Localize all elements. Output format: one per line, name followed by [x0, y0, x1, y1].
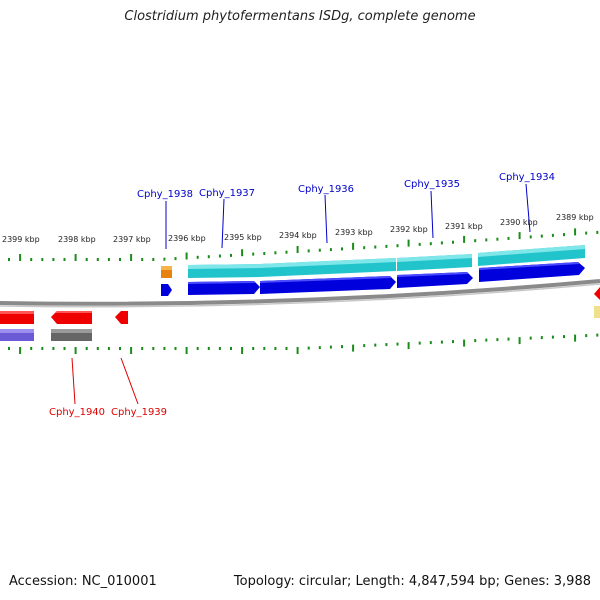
gene-labels-top: Cphy_1938 Cphy_1937 Cphy_1936 Cphy_1935 … — [137, 172, 555, 249]
kbp-label: 2397 kbp — [113, 235, 151, 244]
cds-track-forward — [161, 262, 585, 296]
gene-label-1937[interactable]: Cphy_1937 — [199, 188, 255, 199]
kbp-label: 2396 kbp — [168, 234, 206, 243]
cds-arrow-reverse-left[interactable] — [0, 311, 34, 324]
feature-track-top — [161, 245, 585, 278]
gene-label-1936[interactable]: Cphy_1936 — [298, 184, 354, 195]
feature-small-orange[interactable] — [161, 266, 172, 278]
cds-arrow-1938[interactable] — [161, 284, 172, 296]
feature-yellow-edge[interactable] — [594, 306, 600, 318]
cds-arrow-1937[interactable] — [188, 281, 260, 295]
gene-label-1934[interactable]: Cphy_1934 — [499, 172, 555, 183]
gene-label-1939[interactable]: Cphy_1939 — [111, 407, 167, 418]
cds-arrow-1940[interactable] — [51, 311, 92, 324]
map-title: Clostridium phytofermentans ISDg, comple… — [124, 9, 476, 24]
feature-track-bottom — [0, 306, 600, 341]
cds-arrow-edge-right[interactable] — [594, 287, 600, 300]
gene-label-1940[interactable]: Cphy_1940 — [49, 407, 105, 418]
kbp-label: 2391 kbp — [445, 222, 483, 231]
tick-row-bottom — [8, 333, 599, 354]
gene-labels-bottom: Cphy_1940 Cphy_1939 — [49, 357, 167, 418]
kbp-label: 2399 kbp — [2, 235, 40, 244]
kbp-label: 2398 kbp — [58, 235, 96, 244]
kbp-label: 2393 kbp — [335, 228, 373, 237]
tick-row-top — [8, 228, 599, 261]
kbp-label: 2390 kbp — [500, 218, 538, 227]
accession-text: Accession: NC_010001 — [9, 574, 157, 589]
genome-backbone — [0, 279, 600, 306]
topology-summary: Topology: circular; Length: 4,847,594 bp… — [233, 574, 591, 589]
gene-label-1938[interactable]: Cphy_1938 — [137, 189, 193, 200]
cds-arrow-1939[interactable] — [115, 311, 128, 324]
scale-labels: 2399 kbp 2398 kbp 2397 kbp 2396 kbp 2395… — [2, 213, 594, 244]
kbp-label: 2389 kbp — [556, 213, 594, 222]
genome-backbone-shadow — [0, 283, 600, 308]
cds-track-reverse — [0, 287, 600, 324]
gene-label-1935[interactable]: Cphy_1935 — [404, 179, 460, 190]
kbp-label: 2392 kbp — [390, 225, 428, 234]
kbp-label: 2394 kbp — [279, 231, 317, 240]
kbp-label: 2395 kbp — [224, 233, 262, 242]
